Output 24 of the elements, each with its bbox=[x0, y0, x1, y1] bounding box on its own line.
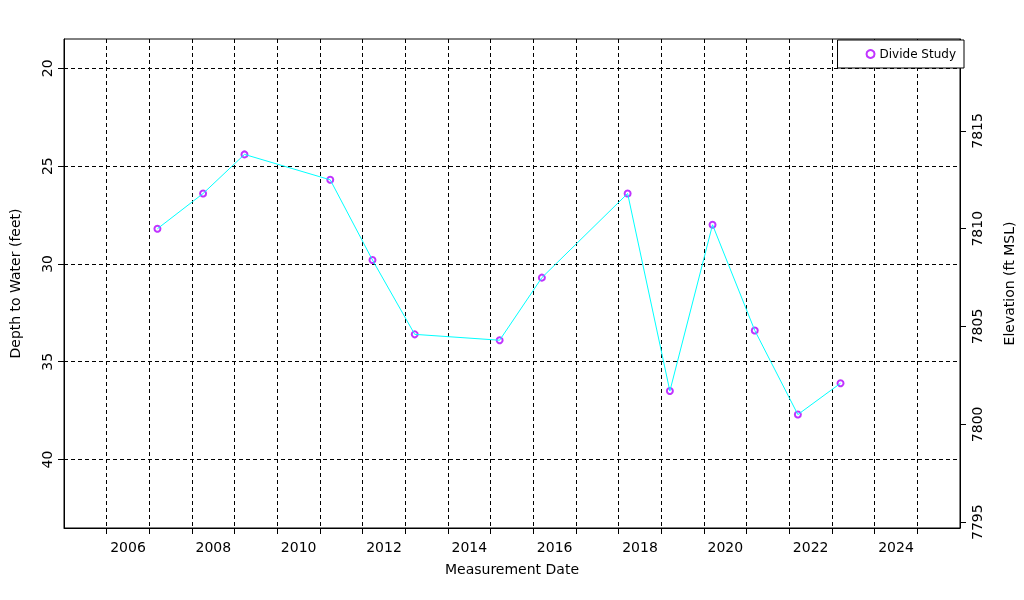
x-axis-title: Measurement Date bbox=[444, 561, 580, 577]
x-tick-label: 2008 bbox=[195, 539, 232, 555]
y-tick-label: 35 bbox=[39, 352, 55, 371]
y-axis-title: Depth to Water (feet) bbox=[7, 208, 23, 359]
x-tick-label: 2006 bbox=[110, 539, 146, 555]
y-tick-label: 40 bbox=[39, 450, 55, 469]
y2-tick-label: 7795 bbox=[969, 504, 985, 540]
x-tick-label: 2024 bbox=[878, 539, 914, 555]
y2-axis-title: Elevation (ft MSL) bbox=[1001, 221, 1017, 346]
x-tick-label: 2012 bbox=[366, 539, 402, 555]
legend-label: Divide Study bbox=[879, 47, 957, 61]
y2-tick-label: 7805 bbox=[969, 308, 985, 345]
y2-tick-label: 7810 bbox=[969, 210, 985, 247]
y-tick-label: 30 bbox=[39, 255, 55, 273]
y2-tick-label: 7815 bbox=[969, 113, 985, 149]
y-tick-label: 20 bbox=[39, 59, 55, 78]
x-tick-label: 2018 bbox=[622, 539, 658, 555]
x-tick-label: 2010 bbox=[280, 539, 317, 555]
y-tick-label: 25 bbox=[39, 157, 55, 176]
y2-tick-label: 7800 bbox=[969, 406, 985, 443]
x-tick-label: 2020 bbox=[707, 539, 744, 555]
x-tick-label: 2022 bbox=[792, 539, 829, 555]
x-tick-label: 2016 bbox=[536, 539, 573, 555]
x-tick-label: 2014 bbox=[451, 539, 488, 555]
